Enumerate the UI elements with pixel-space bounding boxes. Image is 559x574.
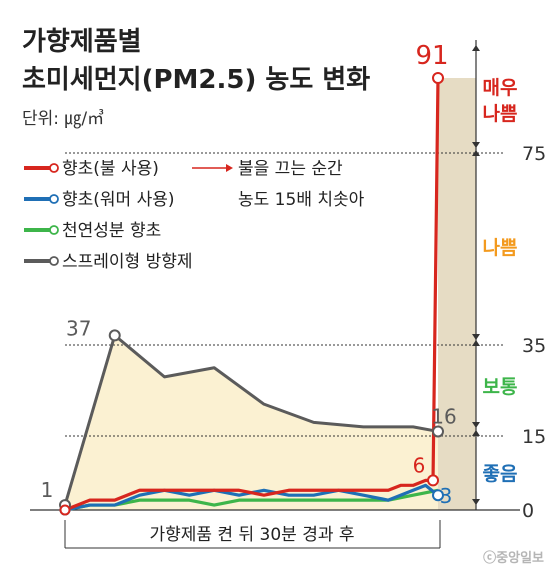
y-tick-label-15: 15 [522,426,546,448]
y-tick-label-75: 75 [522,143,546,165]
axis-arrow-up-0 [472,45,480,51]
legend-swatch-marker-0 [49,163,59,173]
legend-label-0: 향초(불 사용) [62,159,159,179]
point-marker-1-0 [432,489,444,502]
legend-swatch-marker-2 [49,225,59,235]
annotation-arrowhead [226,164,233,172]
axis-arrow-up-3 [472,430,480,436]
y-tick-label-35: 35 [522,335,546,357]
band-label-0-0: 매우 [483,77,518,99]
legend-label-3: 스프레이형 방향제 [62,252,193,272]
legend-swatch-marker-3 [49,256,59,266]
axis-arrow-down-1 [472,334,480,340]
band-label-1-0: 나쁨 [483,237,518,259]
spray-area-fill [65,335,438,510]
axis-arrow-down-2 [472,422,480,428]
series-line-0 [64,77,440,512]
data-label-1-0: 3 [440,484,453,508]
credit: ⓒ중앙일보 [483,550,544,566]
band-label-0-1: 나쁨 [483,103,518,125]
series-line-1 [64,483,439,512]
data-label-3-1: 37 [66,316,91,340]
legend-label-2: 천연성분 향초 [62,221,161,241]
annotation: 불을 끄는 순간 농도 15배 치솟아 [192,159,365,210]
legend-swatch-marker-1 [49,194,59,204]
final-highlight-band [438,78,476,510]
axis-arrow-up-2 [472,340,480,346]
legend-label-1: 향초(워머 사용) [62,190,175,210]
y-tick-label-0: 0 [522,500,534,522]
point-marker-0-1 [432,72,444,84]
band-label-2-0: 보통 [483,376,518,398]
data-label-3-0: 1 [41,478,54,502]
point-marker-3-1 [108,329,121,342]
series-line-2 [64,488,439,512]
data-label-0-1: 91 [415,41,448,71]
x-axis-label: 가향제품 켠 뒤 30분 경과 후 [149,525,354,545]
axis-arrow-down-3 [472,499,480,505]
x-axis-label-box: 가향제품 켠 뒤 30분 경과 후 [64,520,441,549]
band-label-3-0: 좋음 [483,463,518,485]
chart-title-line2: 초미세먼지(PM2.5) 농도 변화 [22,65,370,95]
chart-title-line1: 가향제품별 [22,27,142,57]
point-marker-0-0 [427,474,440,487]
series-line-3 [63,333,439,506]
data-label-3-2: 16 [431,404,456,428]
unit-label: 단위: ㎍/㎥ [22,109,104,129]
point-marker-3-2 [432,425,444,438]
annotation-line2: 농도 15배 치솟아 [238,190,365,210]
annotation-line1: 불을 끄는 순간 [238,159,343,179]
data-label-0-0: 6 [413,453,426,477]
axis-arrow-up-1 [472,150,480,156]
start-marker-0 [59,504,71,516]
axis-arrow-down-0 [472,142,480,148]
